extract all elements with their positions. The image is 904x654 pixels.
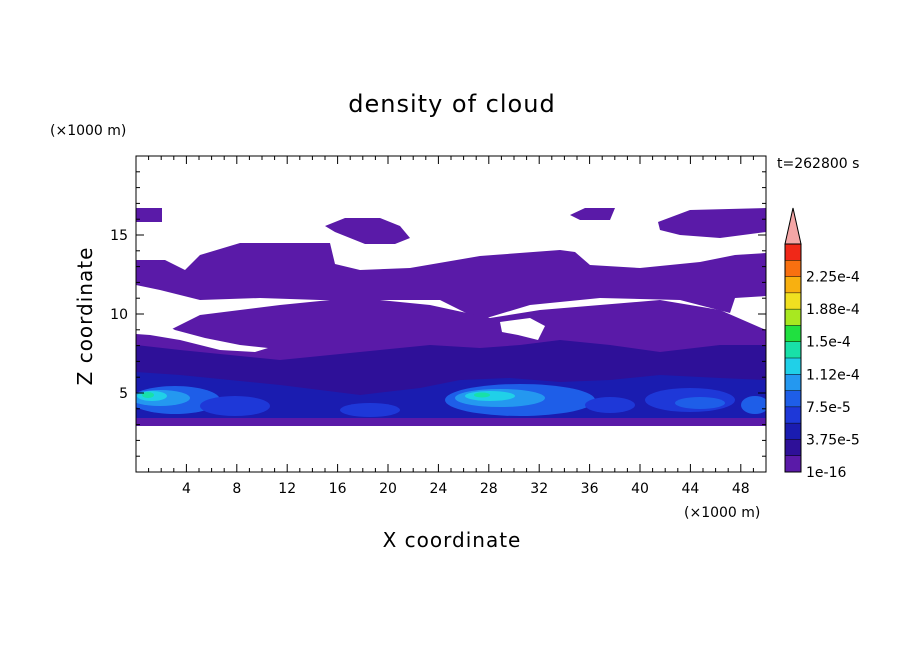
colorbar-swatch [785,390,801,407]
x-tick-label: 12 [278,481,296,497]
colorbar-extend-arrow [784,207,802,245]
cloud-blob-center-peak [474,392,490,398]
colorbar-swatch [785,406,801,424]
colorbar-swatch [785,309,801,326]
cloud-layer-upper-top [325,218,410,244]
colorbar-label: 1e-16 [806,465,846,481]
cloud-layer-upper-far-right [658,208,766,238]
cloud-blob-mid [340,403,400,417]
colorbar-swatch [785,341,801,358]
colorbar-label: 1.12e-4 [806,367,860,383]
colorbar-swatch [785,374,801,391]
x-tick-label: 44 [681,481,699,497]
cloud-gap-1 [136,322,268,352]
cloud-gap-3 [500,318,545,340]
x-axis-ticks: 4 8 12 16 20 24 28 32 36 40 44 48 [148,156,754,497]
colorbar-swatch [785,260,801,277]
cloud-blob-left-peak [142,392,154,398]
colorbar-label: 1.5e-4 [806,335,851,351]
x-tick-label: 32 [530,481,548,497]
cloud-blob-center-core [465,391,515,401]
colorbar-swatch [785,325,801,342]
colorbar-swatch [785,292,801,310]
x-tick-label: 36 [581,481,599,497]
y-unit-label: (×1000 m) [50,123,126,139]
x-tick-label: 4 [182,481,191,497]
y-tick-label: 5 [119,386,128,402]
cloud-layer-upper [136,243,766,320]
x-tick-label: 16 [329,481,347,497]
cloud-blob-right-inner [675,397,725,409]
y-axis-ticks: 5 10 15 [110,171,766,457]
chart-title: density of cloud [348,90,555,118]
colorbar-swatch [785,455,801,472]
colorbar-swatch [785,423,801,440]
x-axis-label: X coordinate [383,528,522,552]
colorbar-label: 1.88e-4 [806,302,860,318]
cloud-layer-upper-right [570,208,615,220]
x-tick-label: 40 [631,481,649,497]
y-axis-label: Z coordinate [73,247,97,386]
colorbar: 1e-16 3.75e-5 7.5e-5 1.12e-4 1.5e-4 1.88e-4 2.… [784,207,860,481]
x-tick-label: 8 [232,481,241,497]
cloud-layer-top-strip [136,208,162,222]
x-tick-label: 28 [480,481,498,497]
time-label: t=262800 s [777,156,859,172]
cloud-blob-left-mid [200,396,270,416]
colorbar-swatch [785,439,801,456]
x-unit-label: (×1000 m) [684,505,760,521]
y-tick-label: 10 [110,307,128,323]
colorbar-label: 7.5e-5 [806,400,851,416]
x-tick-label: 24 [429,481,447,497]
colorbar-label: 2.25e-4 [806,270,860,286]
x-tick-label: 48 [732,481,750,497]
plot-area [136,208,766,426]
y-tick-label: 15 [110,228,128,244]
colorbar-swatch [785,358,801,375]
cloud-blob-right-2 [585,397,635,413]
colorbar-swatch [785,244,801,261]
cloud-blob-far-right [741,396,766,414]
x-tick-label: 20 [379,481,397,497]
colorbar-swatch [785,276,801,293]
cloud-field-intense [136,384,766,417]
colorbar-label: 3.75e-5 [806,432,860,448]
